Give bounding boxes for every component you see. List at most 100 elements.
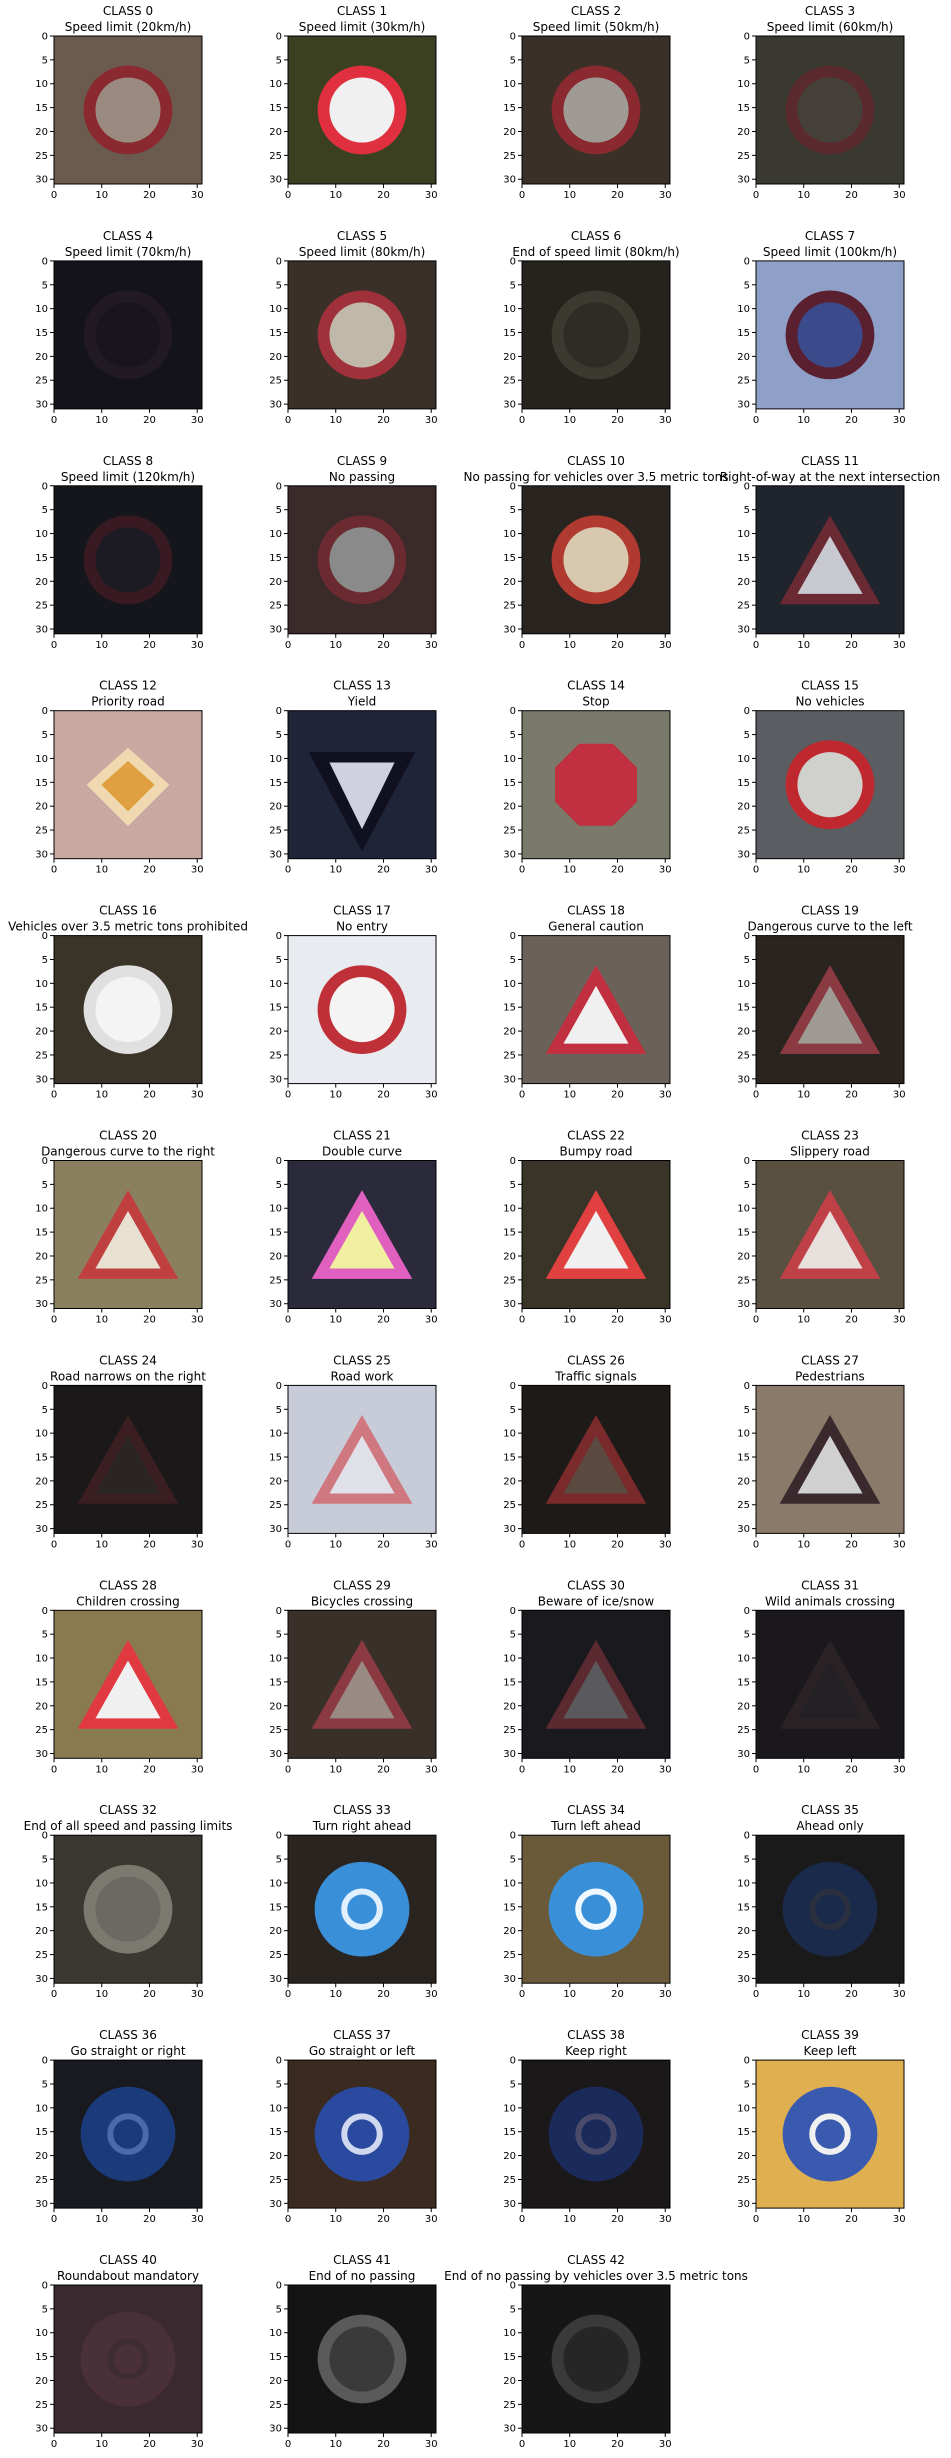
x-tick-label: 20: [845, 640, 858, 651]
y-tick-label: 0: [744, 1156, 750, 1167]
y-tick-label: 30: [503, 849, 516, 860]
y-tick-label: 30: [737, 625, 750, 636]
x-tick-label: 30: [659, 2439, 672, 2450]
y-tick-label: 20: [737, 127, 750, 138]
sign-inner: [563, 302, 629, 368]
x-tick-label: 20: [611, 2439, 624, 2450]
y-tick-label: 20: [503, 802, 516, 813]
sign-inner: [95, 977, 161, 1043]
y-tick-label: 20: [737, 1701, 750, 1712]
y-tick-label: 20: [269, 1251, 282, 1262]
x-tick-label: 0: [519, 2439, 525, 2450]
x-tick-label: 0: [285, 640, 291, 651]
y-tick-label: 20: [35, 1926, 48, 1937]
x-tick-label: 30: [893, 415, 906, 426]
x-tick-label: 10: [329, 2439, 342, 2450]
y-tick-label: 15: [737, 1228, 750, 1239]
y-tick-label: 15: [737, 1677, 750, 1688]
panel-class-label: CLASS 37: [333, 2028, 391, 2042]
x-tick-label: 10: [329, 1764, 342, 1775]
y-tick-label: 25: [737, 1500, 750, 1511]
panel-class-name: End of no passing by vehicles over 3.5 m…: [444, 2269, 748, 2283]
sign-inner: [341, 2113, 383, 2155]
x-tick-label: 0: [51, 1090, 57, 1101]
panel-class-label: CLASS 14: [567, 679, 625, 693]
y-tick-label: 20: [503, 1027, 516, 1038]
axes-frame: [521, 1160, 671, 1309]
x-tick-label: 0: [519, 2214, 525, 2225]
axes-frame: [755, 1160, 905, 1309]
x-tick-label: 0: [285, 865, 291, 876]
x-tick-label: 10: [797, 1090, 810, 1101]
axes-frame: [53, 1834, 203, 1984]
x-tick-label: 10: [797, 190, 810, 201]
y-tick-label: 20: [503, 2376, 516, 2387]
x-tick-label: 30: [659, 190, 672, 201]
sign-inner: [809, 2113, 851, 2155]
x-tick-label: 0: [51, 1315, 57, 1326]
y-tick-label: 10: [269, 1429, 282, 1440]
sign-inner: [329, 2326, 395, 2392]
y-tick-label: 15: [35, 1228, 48, 1239]
y-tick-label: 30: [269, 625, 282, 636]
x-tick-label: 30: [425, 1989, 438, 2000]
y-tick-label: 15: [269, 2127, 282, 2138]
x-tick-label: 0: [519, 190, 525, 201]
x-tick-label: 20: [611, 1989, 624, 2000]
x-tick-label: 30: [191, 1764, 204, 1775]
x-tick-label: 30: [659, 1315, 672, 1326]
x-tick-label: 0: [753, 2214, 759, 2225]
x-tick-label: 0: [51, 1989, 57, 2000]
x-tick-label: 30: [425, 2214, 438, 2225]
sign-inner: [797, 77, 863, 143]
y-tick-label: 5: [744, 505, 750, 516]
y-tick-label: 25: [269, 601, 282, 612]
panel-class-label: CLASS 33: [333, 1803, 391, 1817]
y-tick-label: 15: [737, 778, 750, 789]
x-tick-label: 30: [659, 415, 672, 426]
y-tick-label: 10: [503, 1878, 516, 1889]
y-tick-label: 5: [42, 1855, 48, 1866]
x-tick-label: 30: [893, 1315, 906, 1326]
y-tick-label: 0: [42, 481, 48, 492]
x-tick-label: 0: [285, 1539, 291, 1550]
panel-class-label: CLASS 38: [567, 2028, 625, 2042]
axes-frame: [521, 1384, 671, 1534]
y-tick-label: 10: [503, 979, 516, 990]
y-tick-label: 0: [42, 2056, 48, 2067]
y-tick-label: 0: [42, 706, 48, 717]
y-tick-label: 5: [276, 1855, 282, 1866]
axes-frame: [53, 485, 203, 635]
y-tick-label: 15: [269, 553, 282, 564]
x-tick-label: 0: [753, 1764, 759, 1775]
axes-frame: [521, 710, 671, 860]
panel-class-name: Speed limit (50km/h): [533, 20, 660, 34]
x-tick-label: 20: [845, 1764, 858, 1775]
sign-inner: [329, 302, 395, 368]
y-tick-label: 0: [510, 931, 516, 942]
panel-class-name: Keep left: [804, 2044, 857, 2058]
x-tick-label: 10: [563, 1539, 576, 1550]
panel-class-name: Speed limit (120km/h): [61, 470, 195, 484]
axes-frame: [521, 260, 671, 410]
y-tick-label: 5: [42, 280, 48, 291]
y-tick-label: 25: [269, 151, 282, 162]
y-tick-label: 0: [276, 1156, 282, 1167]
sign-shape: [548, 1861, 644, 1957]
x-tick-label: 20: [377, 2214, 390, 2225]
x-tick-label: 10: [797, 640, 810, 651]
x-tick-label: 10: [563, 865, 576, 876]
y-tick-label: 5: [510, 280, 516, 291]
panel-class-label: CLASS 19: [801, 904, 859, 918]
y-tick-label: 0: [276, 1831, 282, 1842]
x-tick-label: 20: [143, 415, 156, 426]
